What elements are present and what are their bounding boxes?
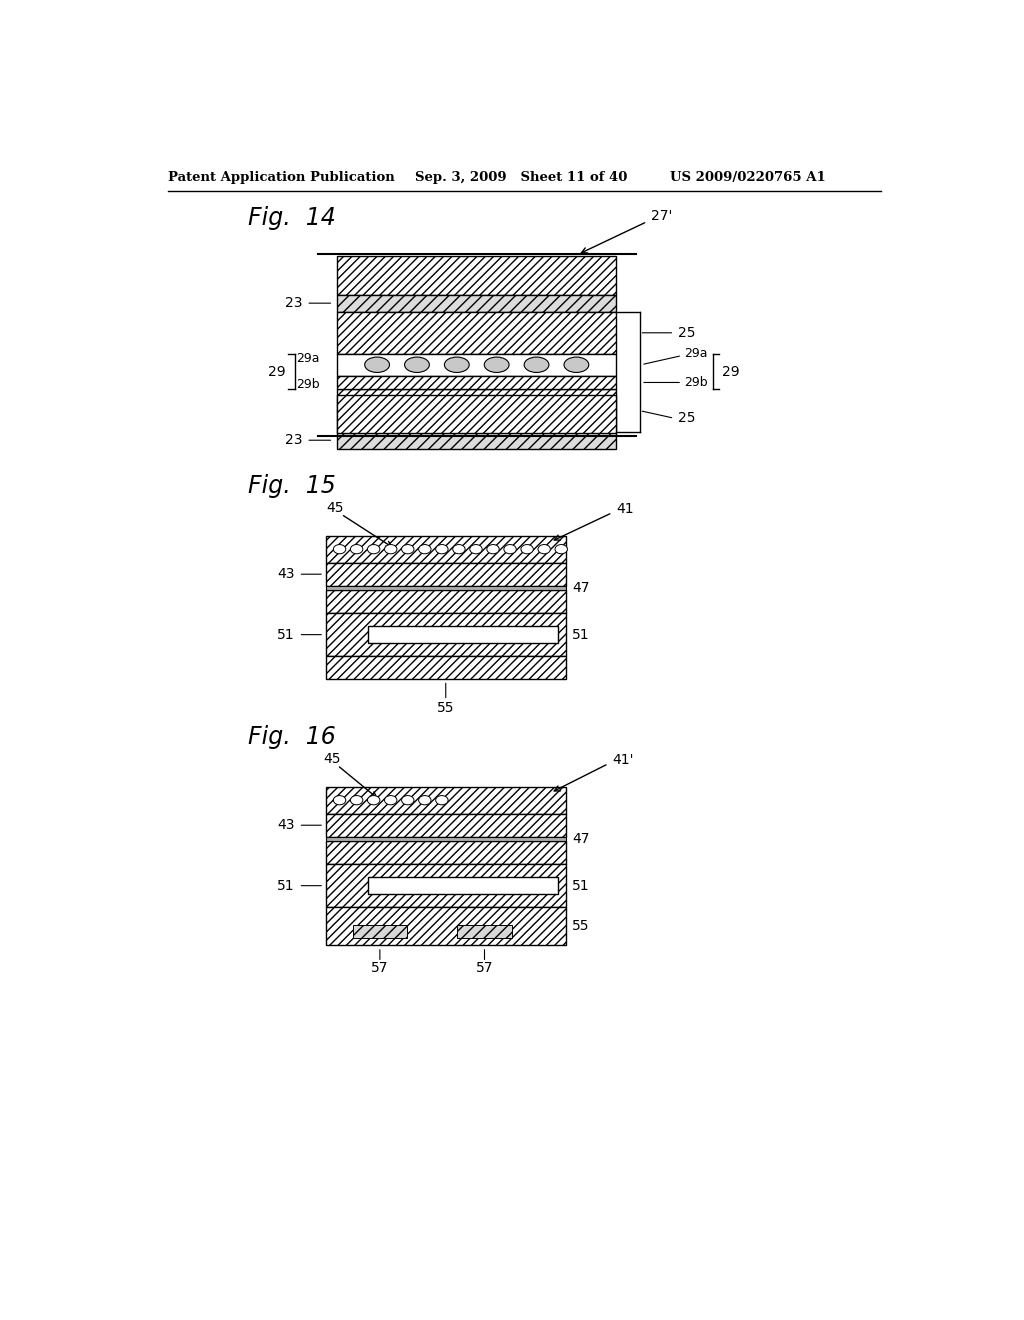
Text: 51: 51: [572, 879, 590, 892]
Ellipse shape: [435, 545, 449, 554]
Text: 23: 23: [285, 296, 302, 310]
Ellipse shape: [334, 796, 346, 805]
Ellipse shape: [521, 545, 534, 554]
Ellipse shape: [334, 545, 346, 554]
Text: 29b: 29b: [296, 378, 319, 391]
Ellipse shape: [453, 545, 465, 554]
Ellipse shape: [365, 358, 389, 372]
Text: Fig.  15: Fig. 15: [248, 474, 336, 498]
Ellipse shape: [368, 796, 380, 805]
Text: 51: 51: [278, 627, 295, 642]
Ellipse shape: [419, 796, 431, 805]
Bar: [337, 389, 616, 432]
Bar: [326, 813, 566, 837]
Text: 47: 47: [572, 581, 590, 595]
Bar: [337, 432, 616, 449]
Ellipse shape: [444, 358, 469, 372]
Ellipse shape: [524, 358, 549, 372]
Text: 43: 43: [278, 568, 295, 581]
Bar: [326, 787, 566, 813]
Bar: [369, 878, 558, 894]
Text: 47: 47: [572, 832, 590, 846]
Text: 23: 23: [285, 433, 302, 447]
Bar: [326, 907, 566, 945]
Bar: [326, 656, 566, 678]
Ellipse shape: [385, 545, 397, 554]
Ellipse shape: [385, 796, 397, 805]
Bar: [337, 312, 616, 354]
Ellipse shape: [435, 796, 449, 805]
Ellipse shape: [538, 545, 550, 554]
Ellipse shape: [401, 796, 414, 805]
Text: 51: 51: [572, 627, 590, 642]
Text: 29: 29: [267, 364, 286, 379]
Text: 29b: 29b: [684, 376, 708, 389]
Ellipse shape: [404, 358, 429, 372]
Text: 57: 57: [371, 961, 389, 975]
Bar: [337, 395, 616, 433]
Bar: [337, 376, 616, 389]
Text: 55: 55: [437, 701, 455, 715]
Text: 27': 27': [651, 209, 673, 223]
Bar: [326, 865, 566, 907]
Text: Fig.  14: Fig. 14: [248, 206, 336, 231]
Bar: [326, 837, 566, 841]
Text: 41: 41: [616, 502, 634, 516]
Text: 45: 45: [324, 752, 341, 766]
Bar: [369, 626, 558, 643]
Bar: [337, 294, 616, 312]
Text: 55: 55: [572, 919, 590, 933]
Ellipse shape: [484, 358, 509, 372]
Bar: [458, 925, 512, 937]
Bar: [326, 536, 566, 562]
Text: Fig.  16: Fig. 16: [248, 725, 336, 748]
Ellipse shape: [419, 545, 431, 554]
Ellipse shape: [564, 358, 589, 372]
Text: 51: 51: [278, 879, 295, 892]
Bar: [326, 590, 566, 614]
Text: US 2009/0220765 A1: US 2009/0220765 A1: [671, 172, 826, 185]
Bar: [337, 256, 616, 294]
Bar: [326, 614, 566, 656]
Text: Patent Application Publication: Patent Application Publication: [168, 172, 395, 185]
Text: Sep. 3, 2009   Sheet 11 of 40: Sep. 3, 2009 Sheet 11 of 40: [415, 172, 627, 185]
Ellipse shape: [368, 545, 380, 554]
Text: 29a: 29a: [684, 347, 708, 360]
Text: 25: 25: [678, 412, 695, 425]
Ellipse shape: [470, 545, 482, 554]
Ellipse shape: [350, 545, 362, 554]
Ellipse shape: [486, 545, 500, 554]
Bar: [352, 925, 407, 937]
Bar: [337, 354, 616, 376]
Bar: [326, 562, 566, 586]
Ellipse shape: [504, 545, 516, 554]
Bar: [326, 841, 566, 865]
Ellipse shape: [555, 545, 567, 554]
Text: 29: 29: [722, 364, 740, 379]
Text: 43: 43: [278, 818, 295, 832]
Ellipse shape: [350, 796, 362, 805]
Text: 45: 45: [327, 502, 344, 515]
Text: 41': 41': [612, 752, 634, 767]
Ellipse shape: [401, 545, 414, 554]
Text: 57: 57: [476, 961, 494, 975]
Text: 29a: 29a: [296, 352, 319, 366]
Bar: [326, 586, 566, 590]
Text: 25: 25: [678, 326, 695, 339]
